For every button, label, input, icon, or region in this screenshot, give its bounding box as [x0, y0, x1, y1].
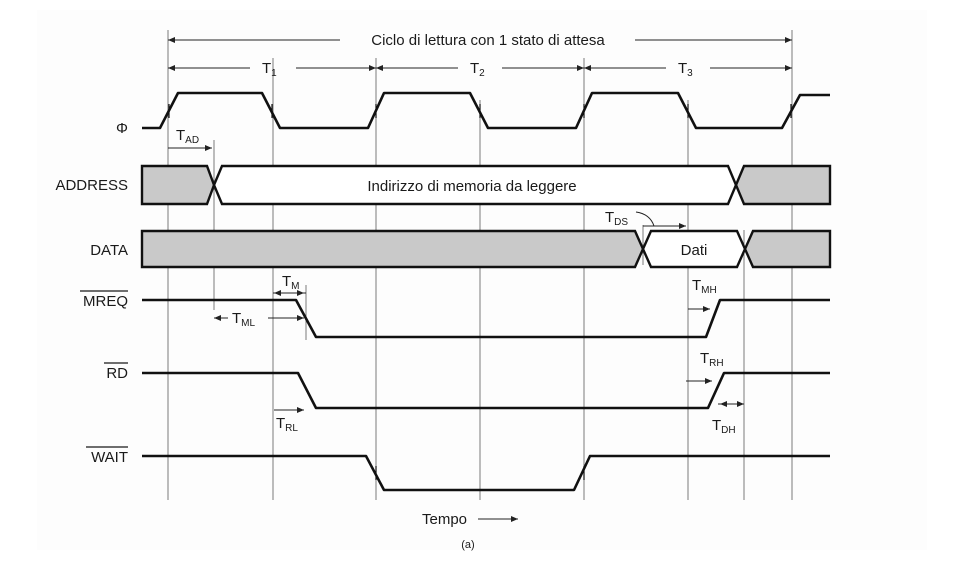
rd-label: RD	[106, 365, 128, 382]
address-text: Indirizzo di memoria da leggere	[367, 178, 576, 195]
mreq-label: MREQ	[83, 293, 128, 310]
t-mh-label: TMH	[692, 277, 717, 296]
t-dh-label: TDH	[712, 417, 736, 436]
t-mh-timing: TMH	[688, 277, 717, 312]
t-ds-label: TDS	[605, 209, 628, 228]
state-t1: T1	[262, 60, 277, 79]
t-rl-label: TRL	[276, 415, 298, 434]
t-m-label: TM	[282, 273, 300, 292]
data-label: DATA	[90, 242, 128, 259]
data-text: Dati	[681, 242, 708, 259]
t-m-timing: TM	[273, 273, 306, 296]
t-rh-label: TRH	[700, 350, 724, 369]
time-axis: Tempo (a)	[422, 511, 518, 551]
address-bus: Indirizzo di memoria da leggere	[140, 164, 832, 206]
state-t2: T2	[470, 60, 485, 79]
cycle-title: Ciclo di lettura con 1 stato di attesa	[371, 32, 605, 49]
figure-caption: (a)	[461, 539, 474, 551]
t-ml-label: TML	[232, 310, 256, 329]
clock-label: Φ	[116, 120, 128, 137]
time-label: Tempo	[422, 511, 467, 528]
wait-edge-ticks	[375, 466, 585, 480]
state-t3: T3	[678, 60, 693, 79]
clock-waveform	[142, 91, 830, 130]
wait-label: WAIT	[91, 449, 128, 466]
t-rh-timing: TRH	[686, 350, 724, 384]
t-ad-label: TAD	[176, 127, 199, 146]
wait-waveform	[142, 454, 830, 492]
clock-edge-ticks	[168, 104, 792, 118]
t-ml-timing: TML	[214, 310, 304, 329]
rd-waveform	[142, 371, 830, 410]
data-bus: Dati	[140, 229, 832, 269]
address-label: ADDRESS	[55, 177, 128, 194]
signal-labels: Φ ADDRESS DATA MREQ RD WAIT	[55, 120, 128, 466]
t-ds-timing: TDS	[605, 209, 686, 229]
t-rl-timing: TRL	[274, 407, 304, 434]
t-ad-timing: TAD	[168, 127, 212, 151]
figure-background	[37, 10, 927, 550]
read-cycle-span: Ciclo di lettura con 1 stato di attesa	[168, 32, 792, 49]
t-dh-timing: TDH	[712, 401, 744, 436]
mreq-waveform	[142, 298, 830, 339]
clock-states: T1 T2 T3	[168, 60, 792, 79]
